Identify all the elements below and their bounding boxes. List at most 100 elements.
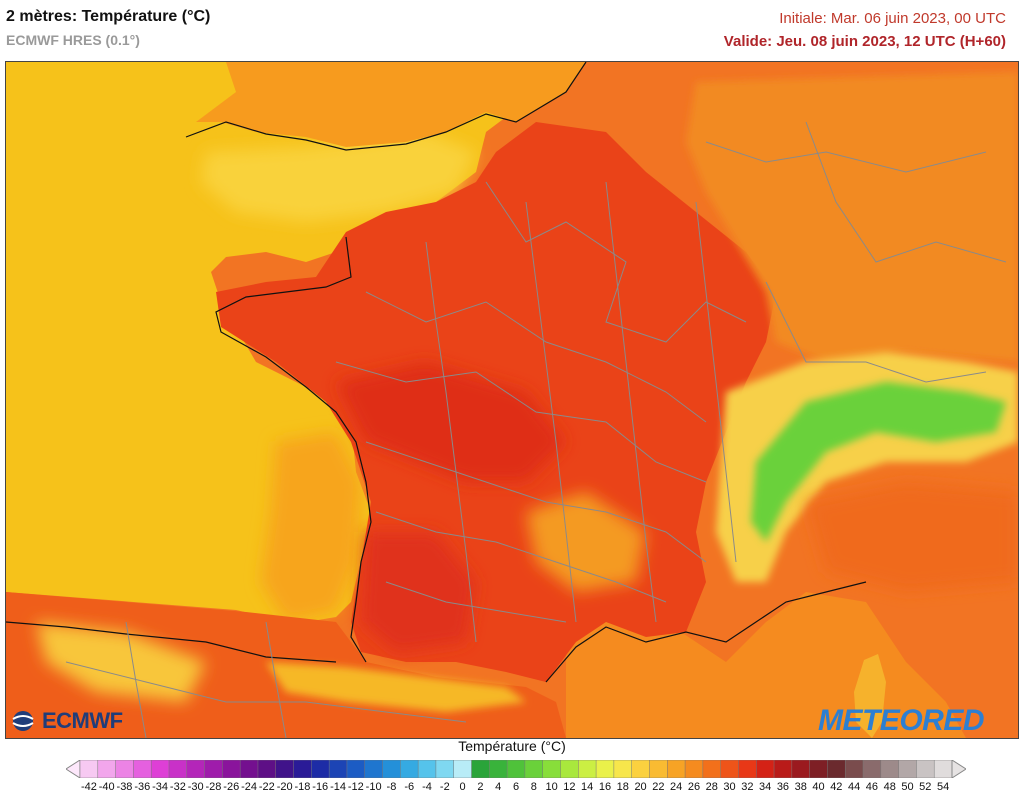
scale-swatch: [720, 760, 740, 778]
bay-of-biscay: [261, 432, 361, 622]
scale-tick-label: 32: [741, 781, 754, 793]
scale-tick-label: 36: [776, 781, 790, 793]
scale-tick-label: -18: [294, 781, 311, 793]
scale-swatch: [293, 760, 313, 778]
scale-tick-label: -40: [98, 781, 115, 793]
scale-swatch: [542, 760, 562, 778]
po-valley: [806, 482, 1018, 592]
scale-tick-label: -10: [365, 781, 382, 793]
scale-swatch: [898, 760, 918, 778]
scale-swatch: [400, 760, 419, 778]
scale-tick-label: -28: [205, 781, 222, 793]
scale-swatch: [489, 760, 508, 778]
scale-tick-label: 50: [901, 781, 914, 793]
map-title: 2 mètres: Température (°C): [6, 8, 211, 25]
legend-title: Température (°C): [458, 738, 566, 754]
scale-swatch: [150, 760, 170, 778]
scale-swatch: [827, 760, 846, 778]
scale-tick-label: -20: [276, 781, 293, 793]
scale-swatch: [684, 760, 704, 778]
scale-swatch: [168, 760, 188, 778]
model-label: ECMWF HRES (0.1°): [6, 32, 140, 48]
scale-tick-label: -12: [347, 781, 364, 793]
scale-tick-label: -6: [404, 781, 415, 793]
scale-swatch: [239, 760, 259, 778]
scale-tick-label: 48: [883, 781, 896, 793]
scale-tick-label: 38: [794, 781, 807, 793]
scale-swatch: [862, 760, 882, 778]
scale-swatch: [933, 760, 953, 778]
scale-tick-label: 44: [847, 781, 861, 793]
scale-swatch: [773, 760, 793, 778]
header-right: Initiale: Mar. 06 juin 2023, 00 UTC Vali…: [724, 10, 1006, 50]
scale-swatch: [880, 760, 900, 778]
scale-tick-label: 6: [512, 781, 520, 793]
scale-swatch: [613, 760, 633, 778]
temperature-map[interactable]: [5, 61, 1019, 739]
scale-swatch: [346, 760, 366, 778]
southwest-hot: [361, 532, 476, 652]
central-europe: [686, 72, 1018, 362]
scale-swatch: [311, 760, 330, 778]
spain-mountains: [36, 622, 206, 702]
scale-tick-label: 18: [616, 781, 629, 793]
scale-tick-label: -42: [80, 781, 97, 793]
france-hot-core: [336, 362, 566, 482]
scale-tick-label: 22: [652, 781, 665, 793]
scale-tick-label: 2: [477, 781, 484, 793]
scale-swatch: [222, 760, 241, 778]
scale-max-cap: [951, 760, 966, 778]
scale-tick-label: 12: [563, 781, 576, 793]
scale-tick-label: -14: [330, 781, 346, 793]
scale-tick-label: 8: [530, 781, 537, 793]
coastline-iberia: [6, 621, 337, 663]
scale-swatch: [204, 760, 224, 778]
scale-tick-label: -38: [116, 781, 133, 793]
scale-tick-label: -26: [223, 781, 240, 793]
scale-swatch: [79, 760, 99, 778]
scale-swatch: [382, 760, 402, 778]
scale-swatch: [471, 760, 491, 778]
scale-tick-label: 54: [936, 781, 950, 793]
header-left: 2 mètres: Température (°C) ECMWF HRES (0…: [6, 8, 210, 48]
corsica: [854, 654, 886, 738]
scale-tick-label: 40: [812, 781, 825, 793]
scale-swatch: [578, 760, 597, 778]
scale-tick-label: -8: [386, 781, 397, 793]
scale-swatch: [916, 760, 935, 778]
english-channel: [201, 132, 476, 222]
scale-tick-label: -30: [187, 781, 204, 793]
scale-tick-label: -36: [134, 781, 151, 793]
scale-tick-label: -22: [258, 781, 275, 793]
color-scale-bar: [66, 760, 966, 778]
scale-swatch: [435, 760, 455, 778]
ecmwf-logo: ECMWF: [8, 708, 123, 734]
pyrenees: [266, 662, 526, 712]
scale-tick-label: -32: [169, 781, 186, 793]
great-britain: [176, 62, 586, 147]
scale-tick-label: 4: [495, 781, 502, 793]
scale-swatch: [738, 760, 757, 778]
scale-swatch: [844, 760, 864, 778]
scale-swatch: [595, 760, 615, 778]
scale-tick-label: 30: [723, 781, 736, 793]
scale-tick-label: 16: [598, 781, 612, 793]
scale-swatch: [560, 760, 580, 778]
scale-swatch: [453, 760, 473, 778]
ecmwf-logo-text: ECMWF: [42, 708, 123, 733]
scale-swatch: [257, 760, 277, 778]
color-scale-labels: -42 -40 -38 -36 -34 -32 -30 -28 -26 -24 -22 -20 -18-…: [66, 781, 966, 797]
scale-tick-label: 10: [545, 781, 558, 793]
scale-min-cap: [66, 760, 81, 778]
scale-tick-label: 20: [634, 781, 647, 793]
scale-tick-label: 42: [830, 781, 843, 793]
scale-tick-label: 0: [459, 781, 466, 793]
scale-swatch: [809, 760, 829, 778]
scale-tick-label: -16: [312, 781, 329, 793]
coastline-britain: [185, 62, 587, 151]
initial-time: Initiale: Mar. 06 juin 2023, 00 UTC: [779, 10, 1006, 27]
scale-tick-label: 34: [759, 781, 772, 793]
scale-swatch: [649, 760, 669, 778]
ecmwf-swirl-icon: [12, 711, 34, 731]
scale-swatch: [97, 760, 117, 778]
